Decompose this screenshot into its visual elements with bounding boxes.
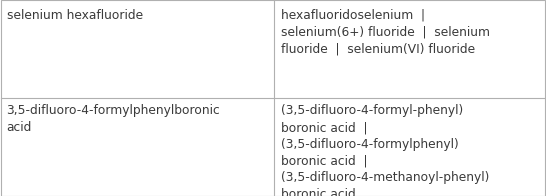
Text: selenium hexafluoride: selenium hexafluoride [7, 9, 143, 22]
Text: (3,5-difluoro-4-formyl-phenyl)
boronic acid  |
(3,5-difluoro-4-formylphenyl)
bor: (3,5-difluoro-4-formyl-phenyl) boronic a… [281, 104, 489, 196]
Text: 3,5-difluoro-4-formylphenylboronic
acid: 3,5-difluoro-4-formylphenylboronic acid [7, 104, 220, 134]
Text: hexafluoridoselenium  |
selenium(6+) fluoride  |  selenium
fluoride  |  selenium: hexafluoridoselenium | selenium(6+) fluo… [281, 9, 490, 55]
